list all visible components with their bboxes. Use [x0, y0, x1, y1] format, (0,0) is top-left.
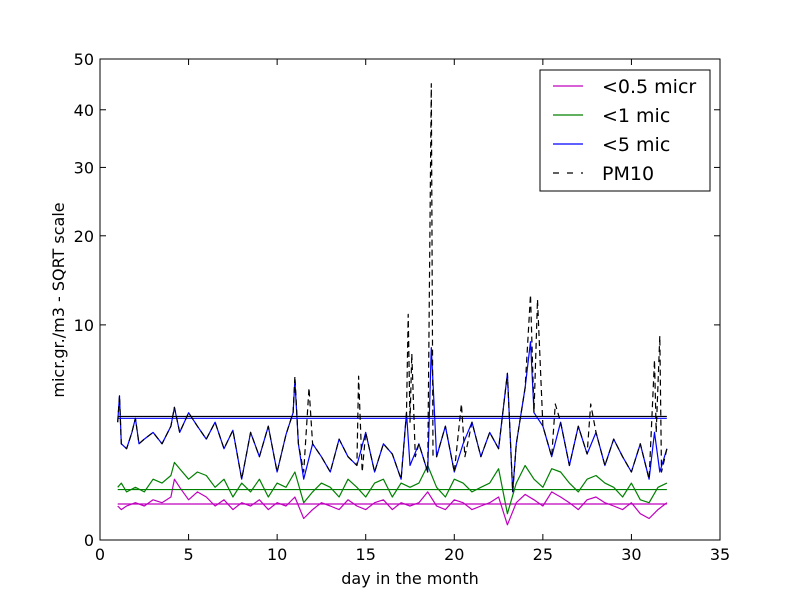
- y-tick-label: 30: [74, 158, 94, 177]
- y-tick-label: 10: [74, 316, 94, 335]
- x-axis-label: day in the month: [341, 569, 478, 588]
- y-tick-label: 50: [74, 50, 94, 69]
- series-line: [117, 83, 668, 493]
- legend-frame: [539, 69, 711, 192]
- legend-label: <1 mic: [602, 105, 670, 127]
- legend-label: <5 mic: [602, 134, 670, 156]
- y-tick-label: 0: [84, 531, 94, 550]
- x-tick-label: 0: [95, 545, 105, 564]
- x-axis: 0 5 10 15 20 25 30 35: [95, 59, 730, 564]
- x-tick-label: 5: [183, 545, 193, 564]
- y-axis-label: micr.gr./m3 - SQRT scale: [49, 202, 68, 397]
- legend: <0.5 micr <1 mic <5 mic PM10: [539, 69, 711, 192]
- x-tick-label: 20: [444, 545, 464, 564]
- plot-frame: [99, 58, 721, 541]
- series-line: [117, 478, 668, 526]
- plot-area: [117, 83, 668, 526]
- x-tick-label: 25: [533, 545, 553, 564]
- y-tick-label: 40: [74, 101, 94, 120]
- x-tick-label: 30: [621, 545, 641, 564]
- x-tick-label: 10: [267, 545, 287, 564]
- y-tick-label: 20: [74, 227, 94, 246]
- x-tick-label: 35: [710, 545, 730, 564]
- y-axis: 0 10 20 30 40 50: [74, 50, 720, 550]
- legend-label: PM10: [602, 163, 654, 185]
- series-line: [117, 461, 668, 515]
- x-tick-label: 15: [356, 545, 376, 564]
- legend-label: <0.5 micr: [602, 76, 696, 98]
